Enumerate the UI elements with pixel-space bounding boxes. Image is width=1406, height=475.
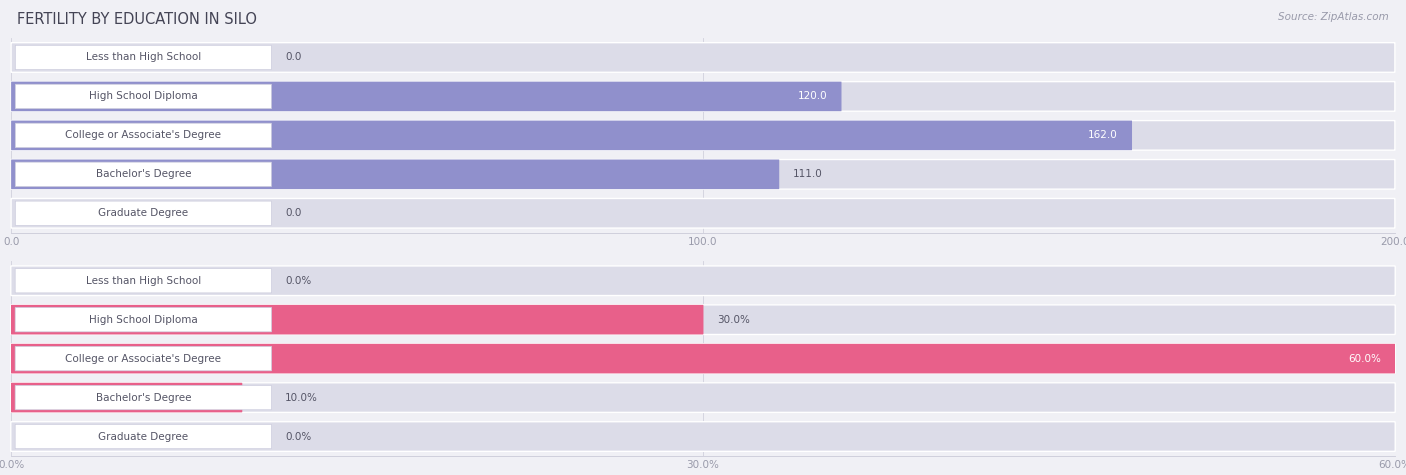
Text: College or Associate's Degree: College or Associate's Degree bbox=[65, 353, 221, 364]
FancyBboxPatch shape bbox=[11, 344, 1395, 373]
FancyBboxPatch shape bbox=[11, 121, 1132, 150]
FancyBboxPatch shape bbox=[15, 84, 271, 109]
FancyBboxPatch shape bbox=[15, 268, 271, 293]
FancyBboxPatch shape bbox=[15, 385, 271, 410]
FancyBboxPatch shape bbox=[15, 45, 271, 70]
FancyBboxPatch shape bbox=[15, 424, 271, 449]
Text: Less than High School: Less than High School bbox=[86, 276, 201, 286]
Text: High School Diploma: High School Diploma bbox=[89, 314, 198, 325]
Text: Bachelor's Degree: Bachelor's Degree bbox=[96, 392, 191, 403]
Text: Bachelor's Degree: Bachelor's Degree bbox=[96, 169, 191, 180]
Text: Graduate Degree: Graduate Degree bbox=[98, 208, 188, 219]
Text: 162.0: 162.0 bbox=[1088, 130, 1118, 141]
FancyBboxPatch shape bbox=[11, 43, 1395, 72]
FancyBboxPatch shape bbox=[11, 383, 242, 412]
Text: Graduate Degree: Graduate Degree bbox=[98, 431, 188, 442]
Text: College or Associate's Degree: College or Associate's Degree bbox=[65, 130, 221, 141]
Text: 0.0%: 0.0% bbox=[285, 431, 312, 442]
FancyBboxPatch shape bbox=[11, 82, 841, 111]
FancyBboxPatch shape bbox=[11, 305, 1395, 334]
Text: FERTILITY BY EDUCATION IN SILO: FERTILITY BY EDUCATION IN SILO bbox=[17, 12, 257, 27]
Text: 10.0%: 10.0% bbox=[285, 392, 318, 403]
FancyBboxPatch shape bbox=[11, 383, 1395, 412]
FancyBboxPatch shape bbox=[11, 305, 703, 334]
FancyBboxPatch shape bbox=[15, 307, 271, 332]
Text: 60.0%: 60.0% bbox=[1348, 353, 1381, 364]
Text: 111.0: 111.0 bbox=[793, 169, 823, 180]
Text: Source: ZipAtlas.com: Source: ZipAtlas.com bbox=[1278, 12, 1389, 22]
FancyBboxPatch shape bbox=[11, 160, 779, 189]
FancyBboxPatch shape bbox=[11, 121, 1395, 150]
FancyBboxPatch shape bbox=[11, 160, 1395, 189]
FancyBboxPatch shape bbox=[11, 266, 1395, 295]
FancyBboxPatch shape bbox=[11, 344, 1395, 373]
Text: 0.0%: 0.0% bbox=[285, 276, 312, 286]
Text: 120.0: 120.0 bbox=[797, 91, 828, 102]
Text: High School Diploma: High School Diploma bbox=[89, 91, 198, 102]
FancyBboxPatch shape bbox=[15, 201, 271, 226]
FancyBboxPatch shape bbox=[15, 123, 271, 148]
Text: 30.0%: 30.0% bbox=[717, 314, 749, 325]
FancyBboxPatch shape bbox=[11, 199, 1395, 228]
Text: 0.0: 0.0 bbox=[285, 208, 301, 219]
FancyBboxPatch shape bbox=[15, 162, 271, 187]
Text: 0.0: 0.0 bbox=[285, 52, 301, 63]
FancyBboxPatch shape bbox=[11, 422, 1395, 451]
FancyBboxPatch shape bbox=[15, 346, 271, 371]
Text: Less than High School: Less than High School bbox=[86, 52, 201, 63]
FancyBboxPatch shape bbox=[11, 82, 1395, 111]
